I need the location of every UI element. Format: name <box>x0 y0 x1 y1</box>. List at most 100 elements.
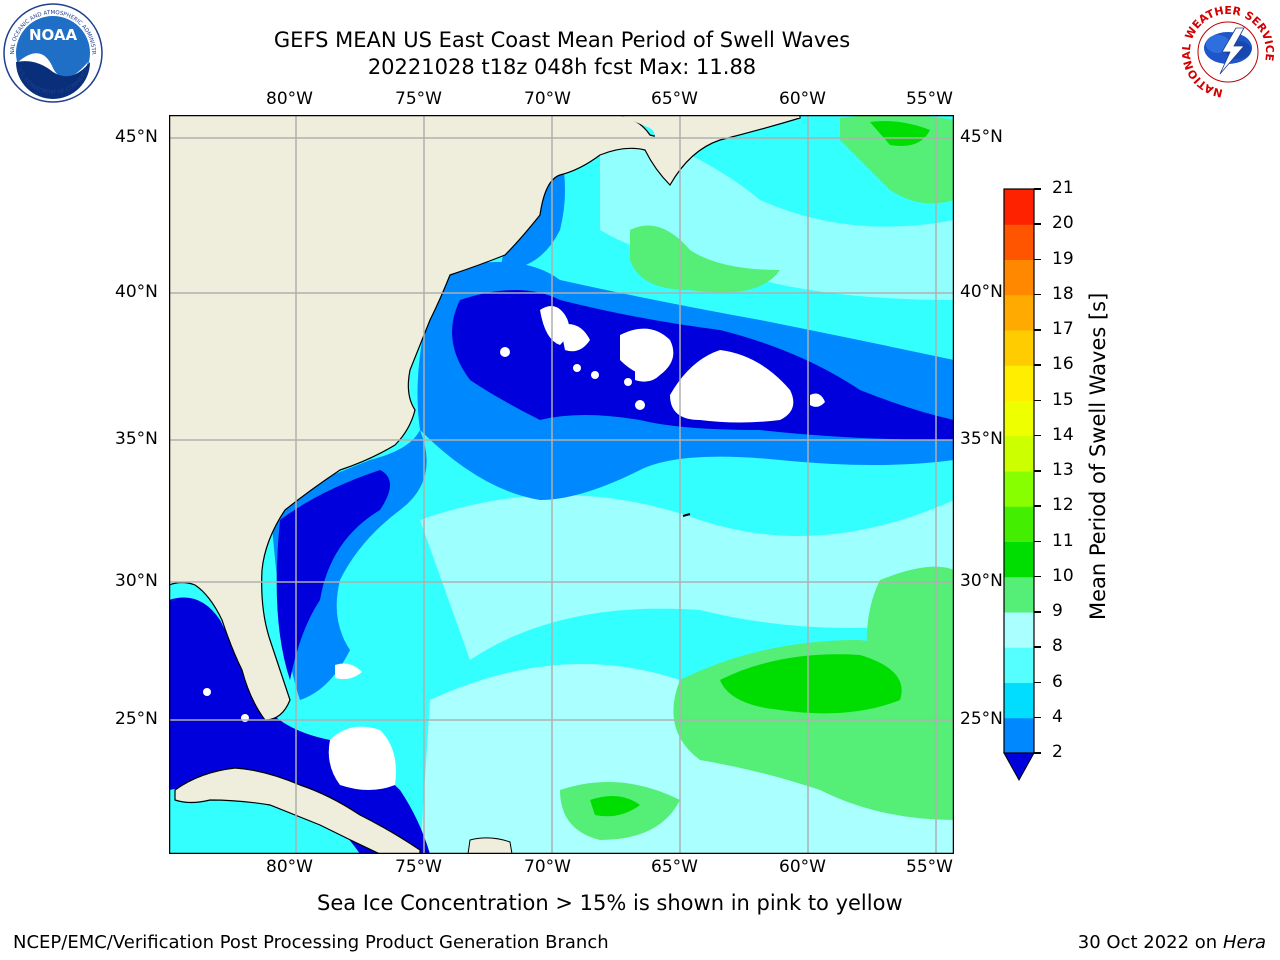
colorbar-segment <box>1004 259 1034 296</box>
no-data-dot-7 <box>241 714 249 722</box>
lon-label-top-55w: 55°W <box>906 89 953 109</box>
no-data-dot-2 <box>573 364 581 372</box>
no-data-dot-6 <box>203 688 211 696</box>
graticule <box>169 115 954 854</box>
sea-ice-note: Sea Ice Concentration > 15% is shown in … <box>317 891 903 915</box>
colorbar-tick-label: 8 <box>1052 636 1063 657</box>
lat-label-left-45n: 45°N <box>115 127 158 147</box>
lat-label-left-40n: 40°N <box>115 282 158 302</box>
footer-branch: NCEP/EMC/Verification Post Processing Pr… <box>13 932 609 953</box>
no-data-blob-6 <box>810 393 825 407</box>
lon-label-top-70w: 70°W <box>524 89 571 109</box>
colorbar-tick-label: 15 <box>1052 389 1074 410</box>
lon-label-top-60w: 60°W <box>779 89 826 109</box>
lat-label-right-35n: 35°N <box>960 429 1003 449</box>
colorbar-segment <box>1004 682 1034 719</box>
colorbar-segment <box>1004 189 1034 225</box>
colorbar-tick-mark <box>1034 434 1041 437</box>
nws-logo: NATIONAL WEATHER SERVICE <box>1178 2 1278 102</box>
no-data-blob-4 <box>635 363 660 382</box>
band-8-9s-central <box>420 495 954 660</box>
colorbar-tick-mark <box>1034 223 1041 225</box>
colorbar-segment <box>1004 294 1034 331</box>
colorbar-segment <box>1004 576 1034 613</box>
dark-blue-southeast-coast <box>276 470 390 680</box>
cyan-caribbean-west <box>169 785 360 854</box>
colorbar-segment <box>1004 400 1034 437</box>
lat-label-left-35n: 35°N <box>115 429 158 449</box>
colorbar-tick-mark <box>1034 681 1041 683</box>
colorbar-tick-label: 4 <box>1052 706 1063 727</box>
lat-label-right-30n: 30°N <box>960 571 1003 591</box>
no-data-dot-5 <box>635 400 645 410</box>
green-patch-north-central <box>630 225 780 293</box>
colorbar-segment <box>1004 224 1034 260</box>
colorbar-tick-label: 21 <box>1052 178 1074 198</box>
land-north-america <box>169 115 801 721</box>
colorbar-segment <box>1004 541 1034 578</box>
colorbar-extend-arrow <box>1003 752 1035 782</box>
colorbar-tick-mark <box>1034 752 1041 754</box>
no-data-dot-3 <box>591 371 599 379</box>
colorbar-tick-mark <box>1034 611 1041 613</box>
colorbar-tick-label: 17 <box>1052 319 1074 339</box>
colorbar-tick-mark <box>1034 293 1041 296</box>
footer-date: 30 Oct 2022 on Hera <box>1078 932 1266 953</box>
no-data-blob-3 <box>620 328 674 376</box>
noaa-logo: NOAA NATIONAL OCEANIC AND ATMOSPHERIC AD… <box>0 0 104 104</box>
colorbar-tick-label: 14 <box>1052 424 1074 445</box>
lon-label-bottom-70w: 70°W <box>524 857 571 877</box>
no-data-blob-1 <box>540 306 569 345</box>
lon-label-top-80w: 80°W <box>266 89 313 109</box>
colorbar-tick-mark <box>1034 470 1041 472</box>
colorbar-segment <box>1004 330 1034 366</box>
lon-label-bottom-60w: 60°W <box>779 857 826 877</box>
land-nova-scotia <box>620 115 800 178</box>
land-hispaniola <box>467 837 513 854</box>
no-data-blob-2 <box>560 324 590 352</box>
colorbar-segment <box>1004 612 1034 648</box>
green-core-southeast <box>720 654 902 714</box>
land-bermuda <box>682 513 691 517</box>
colorbar-tick-mark <box>1034 329 1041 331</box>
colorbar-tick-mark <box>1034 364 1041 366</box>
colorbar-tick-label: 6 <box>1052 671 1063 692</box>
colorbar-segment <box>1004 717 1034 754</box>
colorbar-tick-label: 13 <box>1052 460 1074 480</box>
chart-title-line2: 20221028 t18z 048h fcst Max: 11.88 <box>367 55 757 79</box>
lon-label-bottom-65w: 65°W <box>651 857 698 877</box>
colorbar-tick-label: 9 <box>1052 601 1063 621</box>
colorbar <box>1003 188 1035 782</box>
lon-label-bottom-75w: 75°W <box>395 857 442 877</box>
land-cuba <box>174 767 421 854</box>
green-core-south <box>590 796 640 817</box>
colorbar-tick-mark <box>1034 505 1041 507</box>
noaa-logo-text: NOAA <box>29 26 78 44</box>
colorbar-segment <box>1004 365 1034 401</box>
lon-label-top-65w: 65°W <box>651 89 698 109</box>
lat-label-right-45n: 45°N <box>960 127 1003 147</box>
colorbar-label: Mean Period of Swell Waves [s] <box>1086 292 1110 620</box>
colorbar-tick-mark <box>1034 540 1041 542</box>
colorbar-tick-label: 11 <box>1052 530 1074 551</box>
lat-label-left-30n: 30°N <box>115 571 158 591</box>
green-patch-northeast <box>840 115 954 204</box>
lon-label-bottom-55w: 55°W <box>906 857 953 877</box>
colorbar-tick-mark <box>1034 188 1041 190</box>
no-data-dot-4 <box>624 378 632 386</box>
footer-date-text: 30 Oct 2022 on <box>1077 932 1223 953</box>
footer-machine: Hera <box>1222 932 1266 953</box>
colorbar-segment <box>1004 435 1034 472</box>
colorbar-segment <box>1004 471 1034 507</box>
no-data-blob-5 <box>670 350 794 423</box>
colorbar-tick-label: 2 <box>1052 742 1063 762</box>
colorbar-tick-label: 10 <box>1052 565 1074 586</box>
colorbar-tick-label: 20 <box>1052 213 1074 234</box>
lon-label-top-75w: 75°W <box>395 89 442 109</box>
lat-label-left-25n: 25°N <box>115 709 158 729</box>
colorbar-tick-label: 19 <box>1052 248 1074 269</box>
colorbar-segment <box>1004 647 1034 683</box>
chart-title-line1: GEFS MEAN US East Coast Mean Period of S… <box>273 28 851 52</box>
colorbar-segment <box>1004 506 1034 542</box>
colorbar-tick-mark <box>1034 646 1041 648</box>
